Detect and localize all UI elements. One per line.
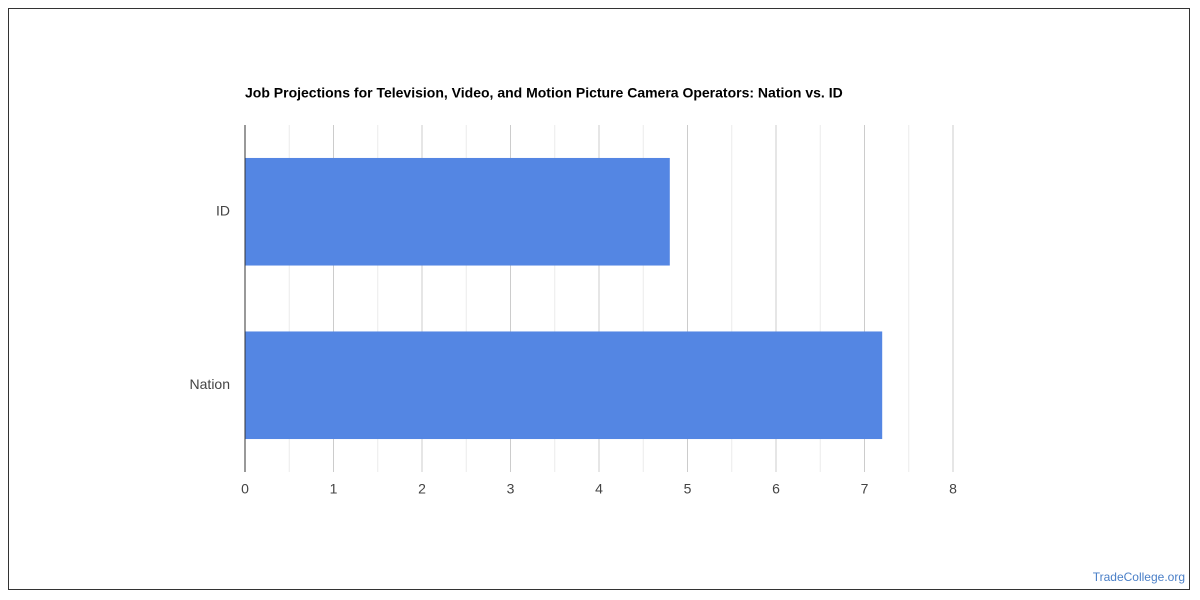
bar — [245, 157, 670, 266]
chart-title: Job Projections for Television, Video, a… — [245, 85, 843, 101]
footer-link[interactable]: TradeCollege.org — [1093, 570, 1185, 584]
bar — [245, 331, 883, 440]
y-tick-label: ID — [216, 202, 230, 218]
x-tick-label: 0 — [241, 481, 249, 497]
x-tick-label: 3 — [507, 481, 515, 497]
x-tick-label: 8 — [949, 481, 957, 497]
x-tick-label: 2 — [418, 481, 426, 497]
x-tick-label: 4 — [595, 481, 603, 497]
x-tick-label: 5 — [684, 481, 692, 497]
x-tick-label: 7 — [861, 481, 869, 497]
y-tick-label: Nation — [190, 376, 230, 392]
x-tick-label: 1 — [330, 481, 338, 497]
x-tick-label: 6 — [772, 481, 780, 497]
